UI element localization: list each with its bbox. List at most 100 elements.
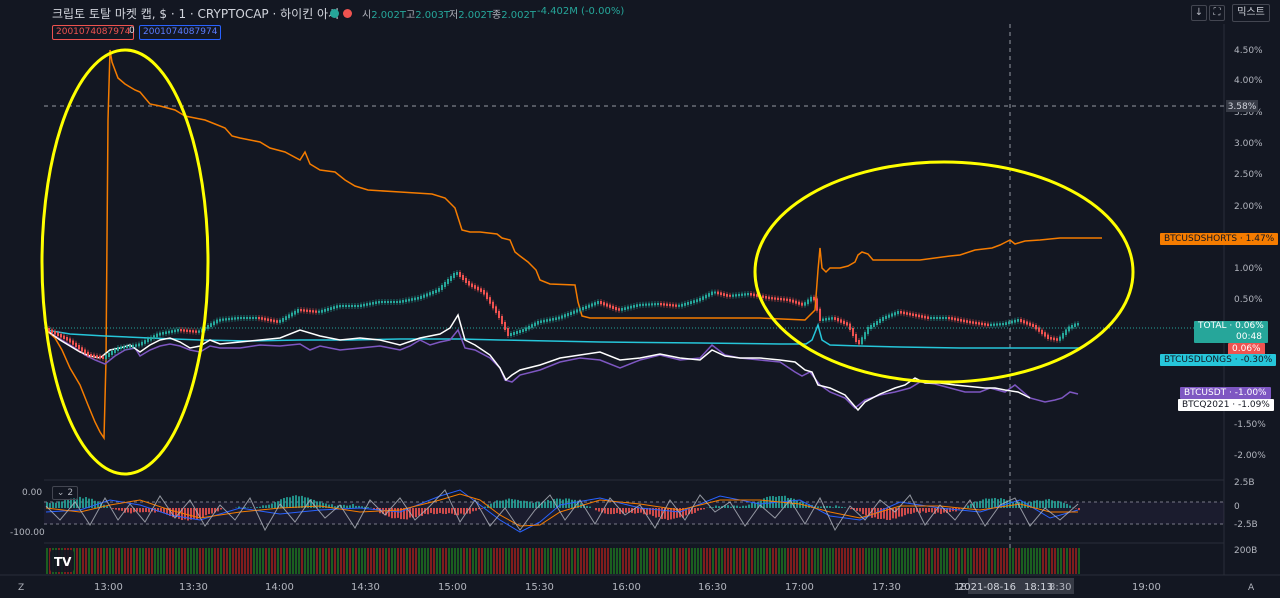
histogram-bar	[148, 508, 150, 513]
volume-bar	[733, 548, 735, 574]
volume-bar	[517, 548, 519, 574]
volume-bar	[589, 548, 591, 574]
indicator-input-b[interactable]: 2001074087974	[139, 25, 222, 40]
histogram-bar	[484, 506, 486, 508]
histogram-bar	[880, 508, 882, 519]
volume-bar	[292, 548, 294, 574]
histogram-bar	[181, 508, 183, 521]
volume-bar	[946, 548, 948, 574]
histogram-bar	[799, 502, 801, 508]
price-axis-label: -2.00%	[1234, 451, 1266, 461]
corner-right[interactable]: A	[1248, 583, 1255, 593]
volume-bar	[550, 548, 552, 574]
volume-bar	[661, 548, 663, 574]
histogram-bar	[238, 506, 240, 508]
histogram-bar	[682, 508, 684, 518]
volume-right-label: 200B	[1234, 546, 1258, 556]
osc-right-bottom: -2.5B	[1234, 520, 1258, 530]
ohlc-close: 종2.002T	[492, 10, 536, 21]
volume-bar	[487, 548, 489, 574]
histogram-bar	[496, 500, 498, 508]
histogram-bar	[97, 501, 99, 508]
histogram-bar	[982, 499, 984, 508]
histogram-bar	[931, 508, 933, 513]
volume-bar	[109, 548, 111, 574]
histogram-bar	[850, 508, 852, 510]
time-axis-label: 8:30	[1049, 582, 1072, 593]
tradingview-logo[interactable]: TV	[50, 550, 74, 572]
volume-bar	[427, 548, 429, 574]
volume-bar	[1000, 548, 1002, 574]
arrow-down-icon[interactable]: ↓	[1191, 5, 1207, 21]
price-axis-label: 1.00%	[1234, 264, 1263, 274]
collapse-osc-button[interactable]: ⌄ 2	[52, 486, 78, 500]
volume-bar	[943, 548, 945, 574]
series-btcusdshorts	[45, 49, 1102, 441]
volume-bar	[466, 548, 468, 574]
volume-bar	[163, 548, 165, 574]
histogram-bar	[121, 508, 123, 511]
volume-bar	[46, 548, 48, 574]
histogram-bar	[856, 508, 858, 511]
volume-bar	[319, 548, 321, 574]
histogram-bar	[202, 508, 204, 518]
volume-bar	[1045, 548, 1047, 574]
histogram-bar	[385, 508, 387, 516]
volume-bar	[346, 548, 348, 574]
mixed-scale-button[interactable]: 믹스트	[1232, 4, 1270, 22]
corner-left[interactable]: Z	[18, 583, 25, 593]
volume-bar	[871, 548, 873, 574]
volume-bar	[289, 548, 291, 574]
volume-bar	[862, 548, 864, 574]
volume-bar	[727, 548, 729, 574]
histogram-bar	[166, 508, 168, 515]
volume-bar	[970, 548, 972, 574]
volume-bar	[262, 548, 264, 574]
price-axis-label: 2.50%	[1234, 170, 1263, 180]
price-pane	[44, 40, 1224, 480]
volume-bar	[217, 548, 219, 574]
volume-bar	[655, 548, 657, 574]
histogram-bar	[343, 504, 345, 508]
volume-bar	[856, 548, 858, 574]
volume-bar	[301, 548, 303, 574]
histogram-bar	[832, 507, 834, 508]
histogram-bar	[493, 502, 495, 508]
volume-bar	[298, 548, 300, 574]
volume-bar	[394, 548, 396, 574]
volume-bar	[484, 548, 486, 574]
volume-bar	[559, 548, 561, 574]
indicator-input-mid: 0	[129, 26, 135, 36]
histogram-bar	[769, 496, 771, 508]
histogram-bar	[877, 508, 879, 519]
volume-bar	[670, 548, 672, 574]
histogram-bar	[1069, 505, 1071, 508]
volume-bar	[793, 548, 795, 574]
volume-bar	[229, 548, 231, 574]
histogram-bar	[400, 508, 402, 520]
volume-bar	[652, 548, 654, 574]
indicator-input-a[interactable]: 2001074087974	[52, 25, 135, 40]
volume-bar	[805, 548, 807, 574]
histogram-bar	[445, 508, 447, 515]
time-axis-label: 13:30	[179, 582, 208, 593]
volume-bar	[265, 548, 267, 574]
volume-bar	[991, 548, 993, 574]
histogram-bar	[1024, 501, 1026, 508]
volume-bar	[976, 548, 978, 574]
volume-bar	[859, 548, 861, 574]
volume-bar	[571, 548, 573, 574]
histogram-bar	[910, 508, 912, 514]
histogram-bar	[940, 508, 942, 515]
histogram-bar	[55, 502, 57, 508]
volume-bar	[574, 548, 576, 574]
volume-bar	[85, 548, 87, 574]
symbol-title[interactable]: 크립토 토탈 마켓 캡, $ · 1 · CRYPTOCAP · 하이킨 아시	[52, 7, 340, 21]
histogram-bar	[511, 499, 513, 508]
volume-bar	[127, 548, 129, 574]
volume-bar	[658, 548, 660, 574]
volume-bar	[388, 548, 390, 574]
fullscreen-icon[interactable]: ⛶	[1209, 5, 1225, 21]
histogram-bar	[724, 505, 726, 508]
